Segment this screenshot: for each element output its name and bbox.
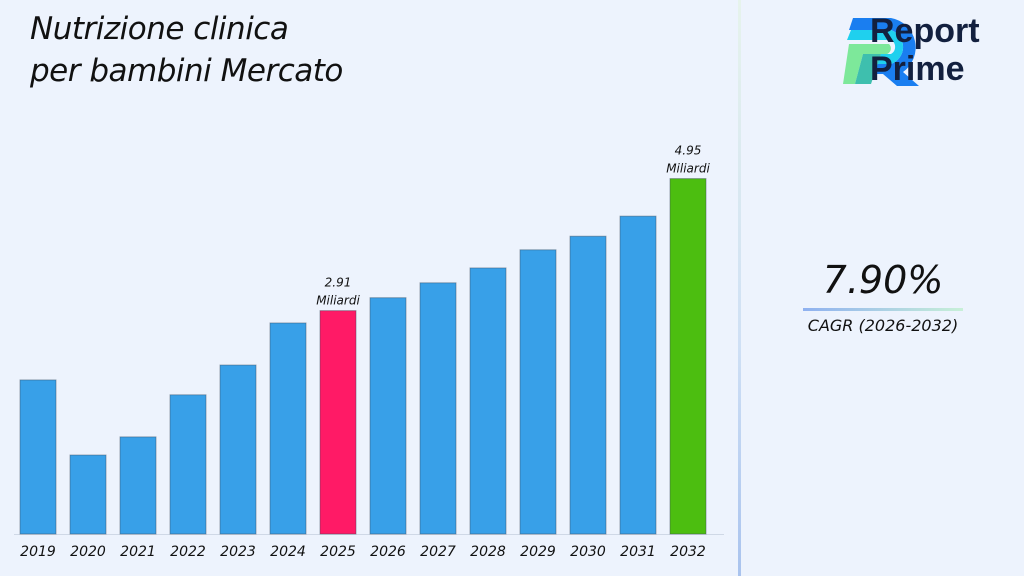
cagr-underline — [803, 308, 963, 311]
x-tick-label: 2023 — [220, 544, 256, 560]
title-line-1: Nutrizione clinica — [30, 11, 289, 47]
title-line-2: per bambini Mercato — [30, 53, 343, 89]
cagr-value: 7.90% — [822, 258, 944, 302]
bar-2028 — [469, 267, 507, 535]
x-tick-label: 2028 — [470, 544, 506, 560]
x-tick-label: 2030 — [570, 544, 606, 560]
cagr-label: CAGR (2026-2032) — [807, 316, 959, 335]
bar-2029 — [519, 249, 557, 535]
x-tick-label: 2029 — [520, 544, 556, 560]
bar-2021 — [119, 436, 157, 535]
data-label-value: 4.95 — [675, 144, 702, 158]
bar-2030 — [569, 235, 607, 535]
logo-text: Report Prime — [870, 12, 980, 88]
bar-2026 — [369, 297, 407, 535]
x-tick-label: 2024 — [270, 544, 306, 560]
bar-2031 — [619, 215, 657, 535]
bar-2023 — [219, 364, 257, 535]
bar-2020 — [69, 454, 107, 535]
bar-2032 — [669, 178, 707, 535]
bar-chart: 2019 2020 2021 2022 2023 2024 2025 2026 2027 2028… — [14, 144, 724, 560]
x-tick-label: 2022 — [170, 544, 206, 560]
x-tick-label: 2020 — [70, 544, 106, 560]
bar-2022 — [169, 394, 207, 535]
data-label-value: 2.91 — [325, 276, 352, 290]
bar-2024 — [269, 322, 307, 535]
bar-2025 — [319, 310, 357, 535]
x-tick-label: 2031 — [620, 544, 656, 560]
x-tick-label: 2025 — [320, 544, 356, 560]
bar-2027 — [419, 282, 457, 535]
x-tick-label: 2019 — [20, 544, 56, 560]
bar-2019 — [19, 379, 57, 535]
x-tick-label: 2027 — [420, 544, 456, 560]
logo-line-1: Report — [870, 12, 980, 50]
data-label-unit: Miliardi — [316, 294, 360, 308]
x-tick-label: 2026 — [370, 544, 406, 560]
report-prime-logo-icon — [843, 18, 919, 86]
chart-title: Nutrizione clinica per bambini Mercato — [30, 8, 343, 92]
x-tick-label: 2032 — [670, 544, 706, 560]
panel-divider — [738, 0, 741, 576]
data-label-unit: Miliardi — [666, 162, 710, 176]
x-tick-label: 2021 — [120, 544, 156, 560]
logo-line-2: Prime — [870, 50, 965, 88]
